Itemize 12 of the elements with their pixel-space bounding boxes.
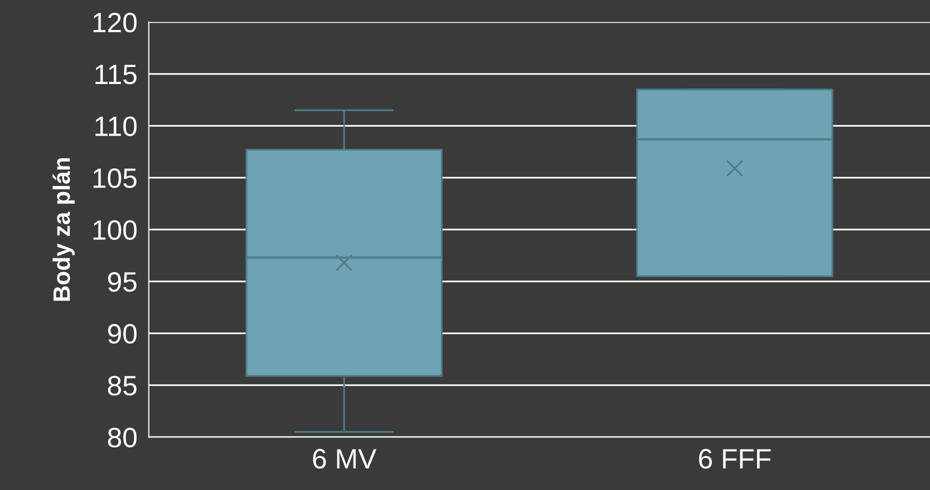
y-tick-label: 95 [108, 272, 137, 292]
y-tick-label: 90 [108, 324, 137, 344]
y-axis-title: Body za plán [52, 158, 75, 301]
x-tick-label: 6 FFF [699, 448, 771, 469]
x-tick-label: 6 MV [313, 448, 376, 469]
y-tick-label: 110 [96, 116, 137, 136]
y-tick-label: 85 [108, 376, 137, 396]
y-tick-label: 100 [93, 220, 137, 240]
y-tick-label: 80 [108, 428, 137, 448]
y-tick-label: 120 [93, 12, 137, 32]
y-tick-label: 115 [96, 64, 137, 84]
y-tick-label: 105 [93, 168, 137, 188]
